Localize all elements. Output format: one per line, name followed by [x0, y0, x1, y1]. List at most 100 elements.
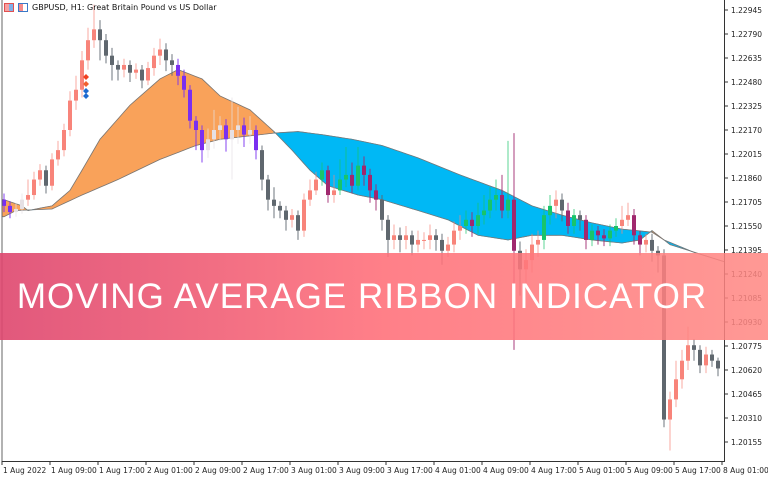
candle-body [68, 100, 72, 130]
candle-body [332, 190, 336, 196]
candle-body [626, 215, 630, 220]
y-tick-label: 1.22945 [731, 6, 762, 15]
candle-body [572, 215, 576, 226]
x-tick-label: 2 Aug 09:00 [195, 466, 241, 475]
candle-body [200, 130, 204, 151]
x-tick-label: 1 Aug 09:00 [51, 466, 97, 475]
bullish-candle [680, 349, 684, 389]
candle-body [704, 354, 708, 366]
candle-body [8, 205, 12, 213]
candle-body [446, 244, 450, 251]
ribbon-bearish-segment [399, 151, 407, 208]
candle-body [260, 150, 264, 180]
bearish-candle [368, 168, 372, 203]
bearish-candle [698, 345, 702, 374]
candle-body [680, 360, 684, 380]
bullish-candle [26, 179, 30, 206]
candle-body [590, 230, 594, 240]
candle-body [290, 215, 294, 220]
x-tick-label: 2 Aug 01:00 [147, 466, 193, 475]
y-axis: 1.22945 1.22790 1.22635 1.22480 1.22325 1.221… [724, 6, 762, 447]
candle-body [356, 165, 360, 186]
ribbon-bullish-segment [165, 72, 173, 158]
x-tick-label: 4 Aug 17:00 [531, 466, 577, 475]
bearish-candle [164, 43, 168, 72]
bullish-candle [32, 171, 36, 200]
bullish-candle [338, 159, 342, 196]
candle-body [266, 179, 270, 200]
candle-body [86, 40, 90, 61]
candle-body [350, 174, 354, 186]
bullish-candle [62, 123, 66, 157]
candle-body [338, 179, 342, 191]
banner-text: MOVING AVERAGE RIBBON INDICATOR [16, 276, 708, 316]
candle-body [164, 49, 168, 61]
candle-body [134, 69, 138, 73]
candle-body [62, 130, 66, 151]
bullish-candle [620, 205, 624, 234]
candle-body [254, 130, 258, 151]
bullish-candle [626, 202, 630, 226]
candle-body [50, 159, 54, 186]
candle-body [32, 179, 36, 196]
bullish-candle [218, 116, 222, 141]
candle-body [320, 170, 324, 180]
candle-body [314, 179, 318, 191]
chart-window-icon[interactable] [4, 3, 14, 12]
candle-body [206, 139, 210, 151]
y-tick-label: 1.21395 [731, 246, 762, 255]
candle-body [344, 174, 348, 180]
y-tick-label: 1.22325 [731, 102, 762, 111]
candle-body [122, 64, 126, 70]
ribbon-bearish-segment [435, 164, 443, 219]
candle-body [140, 69, 144, 81]
bullish-candle [464, 210, 468, 234]
candle-body [44, 170, 48, 186]
candle-body [548, 205, 552, 216]
bearish-candle [2, 193, 6, 213]
bearish-candle [110, 47, 114, 81]
candle-body [236, 125, 240, 130]
bearish-candle [260, 145, 264, 191]
bullish-candle [422, 232, 426, 250]
ribbon-bullish-segment [141, 88, 149, 169]
ribbon-bearish-segment [441, 167, 449, 221]
y-tick-label: 1.20155 [731, 438, 762, 447]
candle-body [284, 210, 288, 220]
ribbon-bullish-segment [147, 83, 155, 166]
ribbon-bullish-segment [123, 104, 131, 178]
bullish-candle [92, 4, 96, 48]
candle-body [368, 174, 372, 191]
candle-body [482, 210, 486, 216]
one-click-trading-icon[interactable] [18, 3, 28, 12]
bearish-candle [692, 339, 696, 361]
ribbon-bullish-segment [111, 118, 119, 183]
bullish-candle [122, 58, 126, 78]
ribbon-bullish-segment [135, 94, 143, 172]
bullish-candle [158, 38, 162, 65]
bearish-candle [284, 205, 288, 231]
candle-body [302, 199, 306, 231]
y-tick-label: 1.21860 [731, 174, 762, 183]
bullish-candle [308, 179, 312, 206]
candle-body [20, 199, 24, 209]
x-tick-label: 5 Aug 01:00 [579, 466, 625, 475]
slow-ma-line [2, 131, 725, 262]
candle-body [92, 29, 96, 41]
candle-body [686, 345, 690, 361]
bullish-candle [392, 224, 396, 250]
chart-title: GBPUSD, H1: Great Britain Pound vs US Do… [32, 3, 217, 12]
sell-marker-icon [83, 74, 89, 80]
bearish-candle [326, 165, 330, 203]
candle-body [110, 55, 114, 65]
x-tick-label: 3 Aug 09:00 [339, 466, 385, 475]
candle-body [716, 360, 720, 369]
candle-body [170, 60, 174, 65]
candle-body [128, 64, 132, 73]
bearish-candle [182, 69, 186, 98]
ribbon-bearish-segment [417, 157, 425, 213]
candle-body [272, 199, 276, 206]
bullish-candle [476, 202, 480, 234]
candle-body [182, 75, 186, 90]
